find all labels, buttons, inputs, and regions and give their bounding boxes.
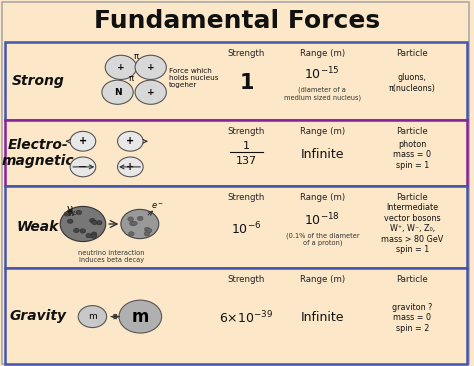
Circle shape — [135, 80, 166, 104]
FancyBboxPatch shape — [5, 42, 467, 120]
Circle shape — [135, 55, 166, 79]
Circle shape — [128, 232, 134, 236]
FancyBboxPatch shape — [5, 120, 467, 186]
Text: (diameter of a
medium sized nucleus): (diameter of a medium sized nucleus) — [284, 87, 361, 101]
Text: +: + — [147, 88, 155, 97]
Text: Intermediate
vector bosons
W⁺, W⁻, Z₀,
mass > 80 GeV
spin = 1: Intermediate vector bosons W⁺, W⁻, Z₀, m… — [381, 203, 444, 254]
Circle shape — [130, 221, 136, 226]
Text: Strong: Strong — [11, 74, 64, 88]
Text: Particle: Particle — [397, 49, 428, 58]
Circle shape — [67, 219, 73, 223]
Text: −: − — [78, 162, 88, 172]
Circle shape — [70, 157, 96, 177]
Circle shape — [119, 300, 162, 333]
Circle shape — [86, 234, 91, 238]
Circle shape — [105, 55, 137, 79]
Text: +: + — [117, 63, 125, 72]
Text: Particle: Particle — [397, 193, 428, 202]
Text: m: m — [88, 312, 97, 321]
Circle shape — [91, 234, 97, 238]
Text: ν: ν — [67, 203, 73, 214]
Text: $10^{-15}$: $10^{-15}$ — [304, 66, 340, 82]
Circle shape — [67, 210, 73, 214]
Circle shape — [128, 217, 134, 221]
Text: +: + — [126, 162, 135, 172]
Text: π: π — [134, 52, 139, 61]
Text: Particle: Particle — [397, 127, 428, 136]
Circle shape — [96, 221, 102, 225]
Circle shape — [78, 306, 107, 328]
Text: (0.1% of the diameter
of a proton): (0.1% of the diameter of a proton) — [285, 232, 359, 246]
Text: $10^{-18}$: $10^{-18}$ — [304, 211, 340, 228]
Text: Range (m): Range (m) — [300, 49, 345, 58]
Text: Strength: Strength — [228, 193, 265, 202]
Text: +: + — [79, 136, 87, 146]
Text: m: m — [132, 307, 149, 326]
Text: $e^-$: $e^-$ — [151, 202, 164, 211]
Circle shape — [70, 131, 96, 151]
Text: Force which
holds nucleus
togeher: Force which holds nucleus togeher — [169, 68, 218, 87]
Circle shape — [137, 216, 143, 221]
Circle shape — [144, 232, 150, 236]
Text: Fundamental Forces: Fundamental Forces — [94, 9, 380, 33]
Text: N: N — [114, 88, 121, 97]
Circle shape — [64, 212, 70, 216]
Circle shape — [80, 229, 86, 233]
Circle shape — [146, 228, 152, 233]
Text: +: + — [126, 136, 135, 146]
FancyBboxPatch shape — [2, 2, 469, 364]
FancyBboxPatch shape — [5, 268, 467, 364]
FancyBboxPatch shape — [5, 186, 467, 268]
Text: $10^{-6}$: $10^{-6}$ — [231, 220, 262, 237]
Circle shape — [76, 210, 82, 214]
Text: Range (m): Range (m) — [300, 193, 345, 202]
Circle shape — [121, 209, 159, 239]
Text: Gravity: Gravity — [9, 309, 66, 323]
Circle shape — [102, 80, 133, 104]
Circle shape — [91, 220, 97, 225]
Circle shape — [132, 221, 137, 225]
Text: $6 × 10^{-39}$: $6 × 10^{-39}$ — [219, 310, 273, 326]
Text: Infinite: Infinite — [301, 148, 344, 161]
Text: W-: W- — [67, 212, 77, 217]
Text: 1: 1 — [243, 141, 250, 151]
Circle shape — [90, 219, 95, 223]
Text: gluons,
π(nucleons): gluons, π(nucleons) — [389, 73, 436, 93]
Circle shape — [73, 228, 79, 233]
Circle shape — [118, 131, 143, 151]
Text: Particle: Particle — [397, 274, 428, 284]
Text: graviton ?
mass = 0
spin = 2: graviton ? mass = 0 spin = 2 — [392, 303, 433, 333]
Circle shape — [145, 227, 150, 232]
Text: π: π — [129, 74, 134, 83]
Text: Range (m): Range (m) — [300, 274, 345, 284]
Text: Range (m): Range (m) — [300, 127, 345, 136]
Text: 137: 137 — [236, 156, 257, 167]
Text: Electro-
magnetic: Electro- magnetic — [1, 138, 74, 168]
Text: Strength: Strength — [228, 127, 265, 136]
Text: 1: 1 — [239, 73, 254, 93]
Text: neutrino interaction
induces beta decay: neutrino interaction induces beta decay — [78, 250, 145, 264]
Circle shape — [118, 157, 143, 177]
Circle shape — [91, 232, 97, 236]
Circle shape — [60, 206, 106, 242]
Text: Weak: Weak — [17, 220, 59, 234]
Text: photon
mass = 0
spin = 1: photon mass = 0 spin = 1 — [393, 140, 431, 170]
Text: Strength: Strength — [228, 274, 265, 284]
Text: Infinite: Infinite — [301, 311, 344, 324]
Text: Strength: Strength — [228, 49, 265, 58]
Text: +: + — [147, 63, 155, 72]
